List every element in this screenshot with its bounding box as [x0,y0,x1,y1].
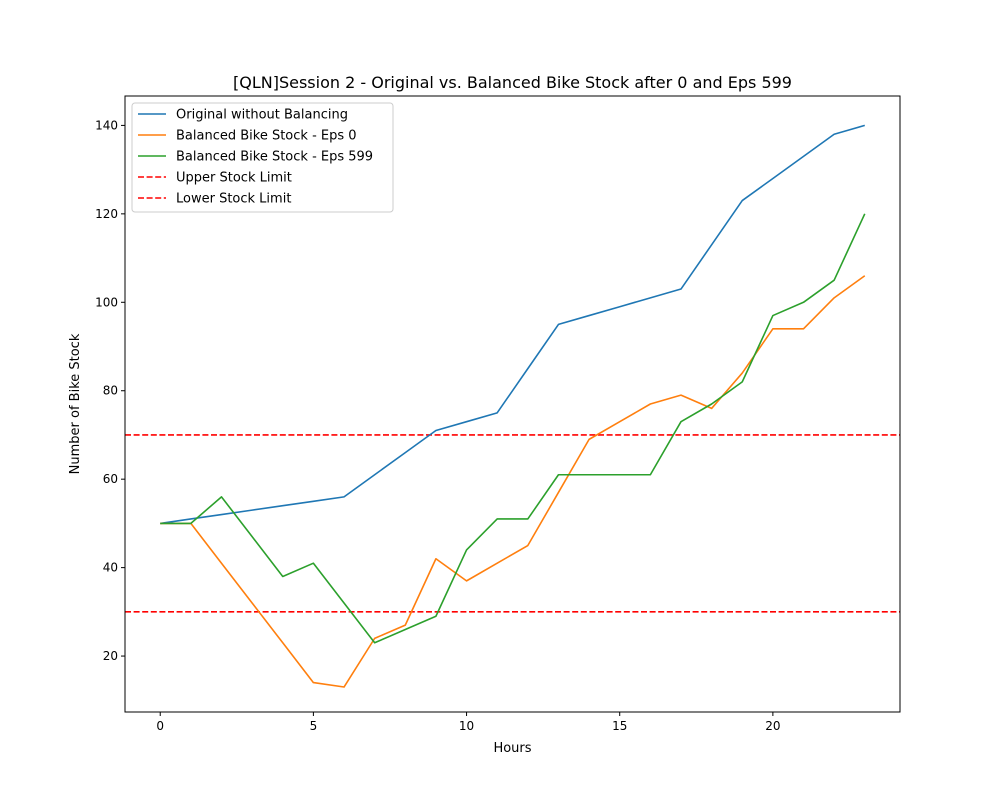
y-tick-label: 120 [95,207,118,221]
series-line-2 [160,275,866,688]
y-tick-label: 140 [95,118,118,132]
reference-lines [125,434,900,613]
plot-frame [124,95,901,713]
y-tick-label: 20 [103,649,118,663]
x-tick-label: 15 [612,719,627,733]
legend-label: Lower Stock Limit [176,192,291,207]
y-axis-label: Number of Bike Stock [68,333,83,474]
x-tick-label: 10 [459,719,474,733]
x-axis-label: Hours [493,741,531,756]
series-lines [160,124,866,688]
legend: Original without Balancing Balanced Bike … [131,102,394,213]
y-tick-label: 80 [103,384,118,398]
x-tick-label: 5 [310,719,318,733]
y-tick-label: 100 [95,295,118,309]
legend-label: Balanced Bike Stock - Eps 599 [176,150,373,165]
legend-label: Original without Balancing [176,108,348,123]
y-tick-label: 60 [103,472,118,486]
chart-title: [QLN]Session 2 - Original vs. Balanced B… [233,73,792,92]
x-tick-label: 20 [765,719,780,733]
series-line-3 [160,213,866,644]
x-tick-label: 0 [156,719,164,733]
legend-label: Balanced Bike Stock - Eps 0 [176,129,357,144]
y-tick-label: 40 [103,561,118,575]
legend-box [131,102,394,213]
series-line-1 [160,124,865,525]
axes: 0 5 10 15 20 20 40 60 80 100 120 140 [95,95,901,733]
legend-label: Upper Stock Limit [176,171,292,186]
